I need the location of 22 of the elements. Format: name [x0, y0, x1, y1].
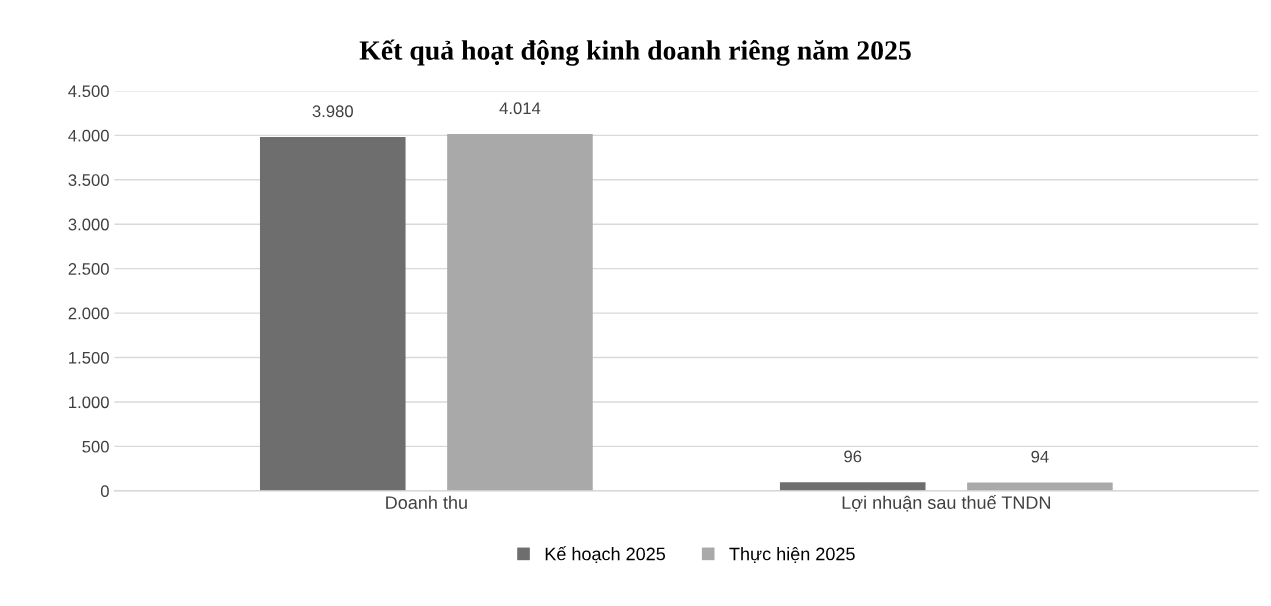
data-label: 94	[1031, 450, 1049, 463]
y-tick-label: 3.000	[68, 218, 109, 231]
y-tick-label: 1.000	[69, 396, 109, 409]
bar	[447, 134, 593, 491]
legend-label: Kế hoạch 2025	[545, 546, 666, 563]
x-tick-label: Doanh thu	[386, 495, 467, 509]
y-tick-label: 2.000	[68, 307, 109, 320]
y-tick-label: 4.000	[68, 129, 109, 142]
y-tick-label: 4.500	[68, 85, 109, 98]
data-label: 96	[844, 450, 862, 463]
y-tick-label: 0	[100, 485, 109, 498]
y-tick-label: 500	[82, 440, 109, 453]
bar	[779, 482, 926, 491]
y-tick-label: 3.500	[68, 174, 109, 186]
data-label: 4.014	[499, 102, 541, 115]
data-label: 3.980	[312, 105, 353, 118]
bar	[259, 137, 406, 491]
legend-label: Thực hiện 2025	[729, 547, 855, 563]
y-tick-label: 2.500	[68, 263, 109, 275]
x-tick-label: Lợi nhuận sau thuế TNDN	[842, 494, 1050, 512]
chart-title: Kết quả hoạt động kinh doanh riêng năm 2025	[359, 39, 911, 66]
y-tick-label: 1.500	[69, 351, 109, 364]
